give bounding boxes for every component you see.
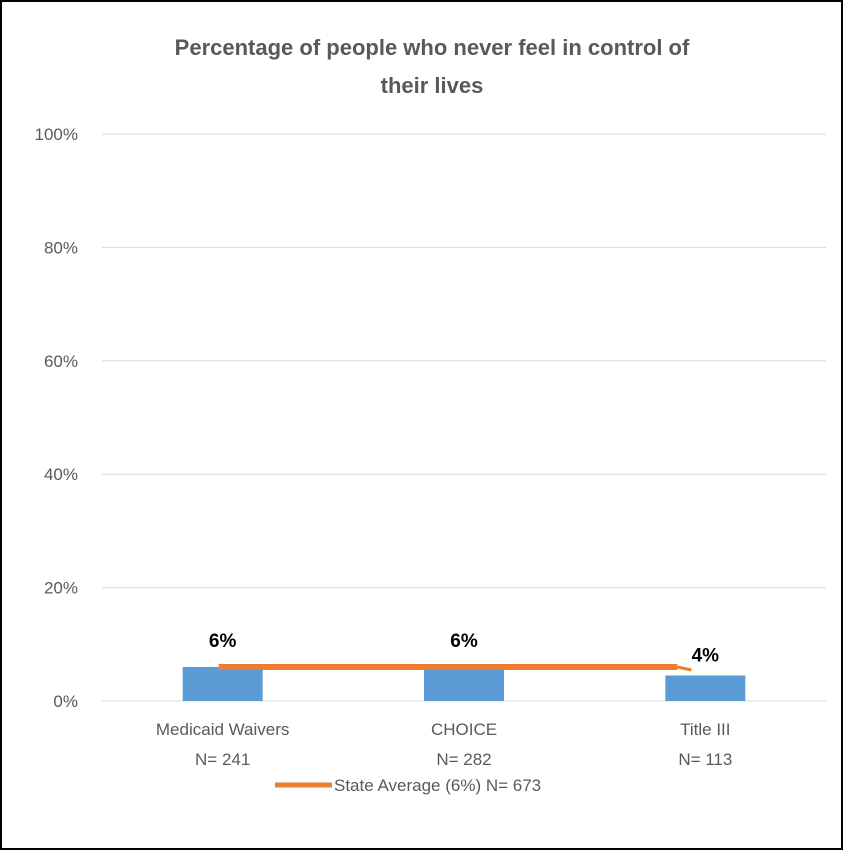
state-average-line-tail bbox=[677, 665, 692, 672]
category-label-choice: CHOICE bbox=[431, 720, 497, 739]
data-label-title-iii: 4% bbox=[692, 645, 720, 666]
y-tick-label-0: 0% bbox=[53, 692, 78, 711]
category-label-title-iii: Title III bbox=[680, 720, 730, 739]
data-labels: 6% 6% 4% bbox=[209, 631, 719, 667]
y-tick-label-40: 40% bbox=[44, 465, 78, 484]
y-axis-tick-labels: 0% 20% 40% 60% 80% 100% bbox=[35, 125, 78, 711]
category-label-medicaid-waivers: Medicaid Waivers bbox=[156, 720, 290, 739]
y-tick-label-60: 60% bbox=[44, 352, 78, 371]
y-tick-label-20: 20% bbox=[44, 579, 78, 598]
legend-label-state-average: State Average (6%) N= 673 bbox=[334, 776, 541, 795]
chart-title-line-2: their lives bbox=[381, 73, 484, 98]
state-average-line-group bbox=[218, 663, 692, 672]
category-labels: Medicaid Waivers N= 241 CHOICE N= 282 Title … bbox=[156, 720, 732, 769]
category-sublabel-choice: N= 282 bbox=[436, 750, 491, 769]
bar-choice bbox=[424, 666, 504, 701]
bars bbox=[182, 666, 746, 701]
chart-title-line-1: Percentage of people who never feel in c… bbox=[175, 35, 690, 60]
legend: State Average (6%) N= 673 bbox=[275, 776, 541, 795]
category-sublabel-title-iii: N= 113 bbox=[678, 750, 732, 769]
y-tick-label-80: 80% bbox=[44, 238, 78, 257]
category-sublabel-medicaid-waivers: N= 241 bbox=[195, 750, 250, 769]
data-label-medicaid-waivers: 6% bbox=[209, 631, 237, 652]
data-label-choice: 6% bbox=[450, 631, 478, 652]
bar-medicaid-waivers bbox=[182, 666, 263, 701]
bar-title-iii bbox=[665, 675, 746, 701]
y-tick-label-100: 100% bbox=[35, 125, 78, 144]
